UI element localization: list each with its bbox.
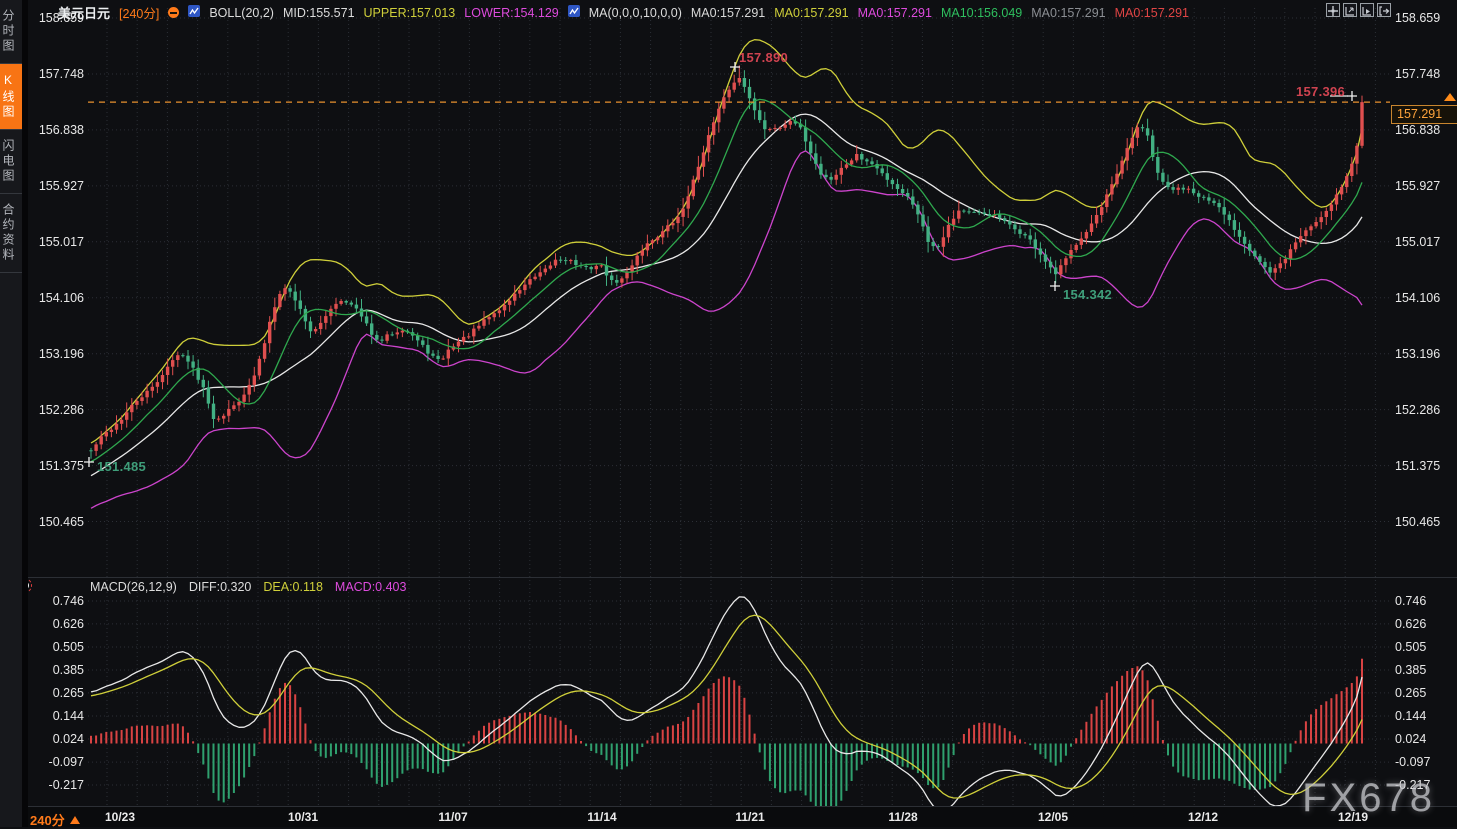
indicator-legend-bar: 美元日元 [240分] BOLL(20,2) MID:155.571 UPPER… [58,3,1189,22]
ma-value: MA0:157.291 [690,5,766,20]
collapse-indicator-icon[interactable] [168,7,180,18]
up-triangle-icon [69,815,80,824]
date-label: 12/19 [1337,810,1369,824]
boll-label: BOLL(20,2) [209,5,274,20]
ma-value: MA0:157.291 [857,5,932,20]
boll-upper-value: UPPER:157.013 [363,5,456,20]
left-tab-sidebar: 分时图 K线图 闪电图 合约资料 [0,0,22,827]
scroll-to-latest-icon[interactable] [1444,93,1456,101]
zoom-fit-icon[interactable] [1343,3,1357,17]
symbol-title: 美元日元 [58,6,111,21]
macd-axis-label: 0.626 [1395,616,1427,631]
price-axis-label: 158.659 [38,11,84,25]
price-annotation: 151.485 [97,459,147,474]
macd-axis-label: 0.385 [52,662,84,677]
price-annotation: 157.890 [739,50,789,65]
macd-axis-label: 0.144 [52,709,84,724]
date-label: 10/31 [287,810,319,824]
footer-period[interactable]: 240分 [30,810,80,829]
date-axis-strip [28,807,1457,827]
ma-value: MA10:156.049 [940,5,1023,20]
date-label: 11/28 [888,810,918,824]
ma-values: MA0:157.291 MA0:157.291 MA0:157.291 MA10:15… [691,6,1189,20]
date-label: 10/23 [104,810,136,824]
boll-indicator-icon[interactable] [188,5,201,20]
price-axis-label: 155.927 [1395,178,1441,193]
sidebar-tab-K线图[interactable]: K线图 [0,64,22,130]
ma-indicator-icon[interactable] [567,5,580,20]
macd-axis-label: 0.024 [52,731,84,746]
macd-legend: MACD(26,12,9) DIFF:0.320 DEA:0.118 MACD:… [90,580,406,594]
macd-axis-label: -0.217 [1395,778,1431,792]
date-label: 12/05 [1037,810,1069,824]
macd-axis-label: 0.746 [1395,594,1427,608]
macd-diff-value: DIFF:0.320 [188,580,252,594]
sidebar-tab-分时图[interactable]: 分时图 [0,0,22,64]
macd-axis-label: 0.746 [52,594,84,608]
macd-axis-label: 0.024 [1395,731,1427,746]
ma-value: MA0:157.291 [774,5,849,20]
last-price-tag: 157.291 [1391,105,1457,124]
price-axis-label: 150.465 [38,514,84,529]
boll-mid-value: MID:155.571 [282,5,355,20]
price-axis-label: 158.659 [1395,11,1441,25]
price-axis-label: 155.017 [38,234,84,249]
macd-axis-label: 0.265 [1395,685,1427,700]
chart-toolbar [1326,3,1391,17]
price-axis-label: 151.375 [38,458,84,473]
macd-axis-label: 0.265 [52,685,84,700]
macd-axis-label: 0.505 [1395,640,1427,655]
sidebar-tab-合约资料[interactable]: 合约资料 [0,194,22,273]
playback-icon[interactable] [1360,3,1374,17]
date-label: 12/12 [1187,810,1219,824]
macd-axis-label: -0.217 [48,778,84,792]
price-axis-label: 150.465 [1395,514,1441,529]
period-label: [240分] [119,7,160,21]
price-axis-label: 157.748 [38,66,84,81]
date-label: 11/14 [587,810,617,824]
macd-dea-value: DEA:0.118 [263,580,323,594]
price-annotation: 154.342 [1063,287,1113,302]
macd-axis-label: -0.097 [1395,755,1431,770]
price-annotation: 157.396 [1296,84,1346,99]
price-axis-label: 155.927 [38,178,84,193]
sidebar-tab-闪电图[interactable]: 闪电图 [0,130,22,194]
export-icon[interactable] [1377,3,1391,17]
watermark: FX678 [1302,776,1435,820]
price-axis-label: 154.106 [1395,290,1441,305]
macd-axis-label: -0.097 [48,755,84,770]
price-axis-label: 153.196 [1395,346,1441,361]
price-axis-label: 154.106 [38,290,84,305]
macd-axis-label: 0.505 [52,640,84,655]
date-label: 11/07 [438,810,468,824]
price-axis-label: 156.838 [38,122,84,137]
price-axis-label: 155.017 [1395,234,1441,249]
boll-lower-value: LOWER:154.129 [464,5,559,20]
ma-value: MA0:157.291 [1031,5,1106,20]
macd-macd-value: MACD:0.403 [334,580,407,594]
panel-divider [28,577,1457,578]
ma-group-label: MA(0,0,0,10,0,0) [588,5,682,20]
price-axis-label: 152.286 [1395,402,1441,417]
price-axis-label: 151.375 [1395,458,1441,473]
price-axis-label: 157.748 [1395,66,1441,81]
ma-value: MA0:157.291 [1114,5,1189,20]
price-axis-label: 156.838 [1395,122,1441,137]
macd-axis-label: 0.626 [52,616,84,631]
price-axis-label: 153.196 [38,346,84,361]
axis-divider [28,806,1457,807]
price-axis-label: 152.286 [38,402,84,417]
pan-crosshair-icon[interactable] [1326,3,1340,17]
macd-axis-label: 0.385 [1395,662,1427,677]
sidebar-gutter [22,0,28,827]
macd-label: MACD(26,12,9) [90,580,177,594]
macd-axis-label: 0.144 [1395,709,1427,724]
date-label: 11/21 [735,810,765,824]
